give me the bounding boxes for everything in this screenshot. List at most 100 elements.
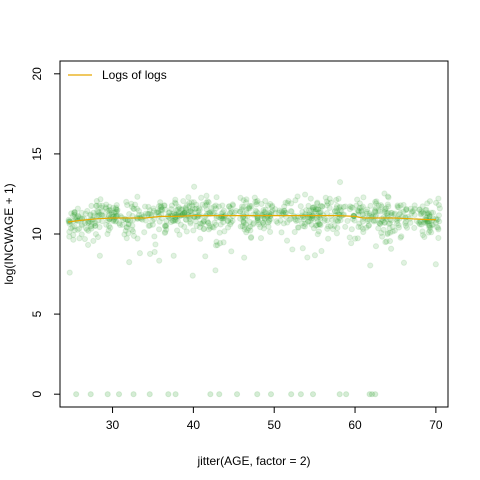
- data-point: [280, 207, 288, 214]
- data-point: [264, 202, 272, 209]
- data-point: [435, 195, 442, 202]
- data-point: [357, 223, 365, 231]
- data-point: [71, 223, 78, 230]
- data-point: [370, 218, 378, 225]
- data-point: [149, 217, 156, 225]
- data-point: [359, 225, 367, 232]
- data-point: [209, 223, 216, 230]
- data-point: [217, 240, 224, 247]
- data-point: [331, 208, 339, 215]
- data-point: [398, 233, 405, 240]
- data-point: [156, 257, 163, 264]
- data-point: [197, 220, 204, 227]
- data-point: [435, 201, 442, 209]
- data-point: [376, 208, 384, 215]
- data-point: [338, 207, 345, 214]
- data-point: [255, 219, 262, 226]
- data-point: [81, 235, 88, 243]
- data-point: [157, 204, 164, 211]
- data-point: [325, 223, 332, 230]
- data-point: [267, 200, 274, 208]
- data-point: [69, 212, 77, 219]
- data-point: [172, 213, 179, 221]
- data-point: [301, 223, 308, 230]
- data-point: [108, 209, 115, 216]
- data-point: [367, 262, 374, 269]
- data-point: [254, 197, 261, 205]
- data-point: [262, 206, 269, 213]
- x-tick-label: 70: [429, 418, 443, 432]
- zero-income-point: [165, 391, 172, 398]
- data-point: [359, 211, 366, 218]
- data-point: [78, 209, 85, 216]
- data-point: [105, 222, 113, 229]
- data-point: [378, 215, 385, 222]
- data-point: [66, 233, 73, 240]
- data-point: [248, 233, 255, 241]
- data-point: [171, 217, 178, 224]
- zero-income-point: [267, 391, 275, 398]
- data-point: [333, 208, 341, 215]
- data-point: [221, 228, 228, 235]
- data-point: [248, 203, 255, 210]
- data-point: [136, 250, 144, 257]
- data-point: [198, 220, 205, 227]
- data-point: [289, 246, 296, 253]
- data-point: [182, 216, 189, 223]
- data-point: [114, 206, 121, 214]
- data-point: [226, 203, 233, 210]
- data-point: [314, 199, 321, 206]
- zero-income-point: [309, 391, 317, 398]
- data-point: [244, 226, 251, 234]
- zero-income-point: [343, 391, 350, 398]
- zero-income-point: [216, 391, 223, 398]
- data-point: [87, 211, 94, 218]
- data-point: [284, 200, 291, 207]
- data-point: [213, 194, 220, 201]
- data-point: [403, 206, 410, 213]
- data-point: [265, 216, 273, 224]
- data-point: [88, 222, 95, 229]
- data-point: [87, 212, 94, 219]
- data-point: [360, 194, 367, 201]
- data-point: [189, 202, 196, 209]
- data-point: [70, 231, 77, 239]
- data-point: [106, 209, 113, 217]
- data-point: [220, 239, 227, 246]
- data-point: [305, 218, 312, 226]
- data-point: [113, 206, 120, 213]
- data-point: [428, 209, 435, 216]
- data-point: [355, 208, 362, 215]
- data-point: [96, 223, 103, 231]
- data-point: [168, 205, 175, 213]
- data-point: [310, 225, 318, 232]
- data-point: [300, 216, 308, 223]
- data-point: [172, 196, 179, 203]
- data-point: [386, 225, 393, 232]
- data-point: [181, 209, 188, 216]
- data-point: [237, 194, 244, 201]
- data-point: [351, 217, 358, 224]
- data-point: [383, 238, 390, 245]
- data-point: [259, 219, 267, 226]
- data-point: [239, 214, 246, 221]
- data-point: [407, 205, 414, 212]
- data-point: [172, 217, 179, 224]
- data-point: [349, 204, 356, 211]
- data-point: [110, 204, 117, 211]
- data-point: [162, 223, 170, 230]
- data-point: [435, 224, 442, 231]
- data-point: [314, 218, 322, 225]
- data-point: [348, 226, 355, 233]
- data-point: [340, 203, 347, 211]
- data-point: [240, 218, 247, 225]
- data-point: [407, 219, 414, 226]
- data-point: [151, 233, 158, 240]
- data-point: [261, 208, 268, 216]
- data-point: [288, 208, 295, 215]
- data-point: [305, 202, 312, 209]
- data-point: [191, 183, 198, 190]
- data-point: [391, 210, 398, 217]
- data-point: [96, 211, 103, 219]
